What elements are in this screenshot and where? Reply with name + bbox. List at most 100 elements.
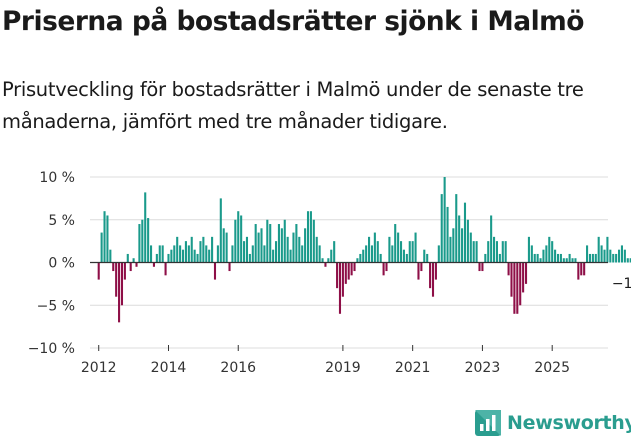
- last-value-label: −1 %: [612, 276, 631, 292]
- chart-title: Priserna på bostadsrätter sjönk i Malmö: [2, 6, 584, 37]
- bar: [510, 262, 513, 297]
- axis: [90, 261, 608, 351]
- y-tick-label: −10 %: [28, 341, 75, 357]
- bar: [152, 262, 155, 267]
- bar: [522, 262, 525, 293]
- bar: [481, 262, 484, 272]
- bar: [341, 262, 344, 297]
- bar: [280, 228, 283, 263]
- bar: [556, 253, 560, 263]
- bar: [254, 224, 257, 263]
- bar: [571, 258, 574, 263]
- bar: [164, 262, 167, 276]
- bar: [353, 262, 356, 272]
- bar: [356, 258, 359, 263]
- bar: [399, 241, 403, 263]
- bar: [545, 245, 548, 263]
- bar: [603, 249, 606, 263]
- bar: [225, 232, 228, 263]
- bar: [530, 245, 533, 263]
- bar: [315, 236, 318, 263]
- bar: [612, 253, 615, 263]
- bar: [304, 228, 307, 263]
- y-tick-label: 5 %: [48, 213, 75, 229]
- bar: [158, 245, 161, 263]
- bar: [123, 262, 126, 280]
- bar: [222, 228, 225, 263]
- bar: [376, 241, 379, 263]
- bar: [501, 241, 504, 263]
- bar: [394, 224, 397, 263]
- bar: [97, 262, 100, 280]
- bar: [487, 241, 490, 263]
- bar: [420, 262, 423, 272]
- brand-name: Newsworthy: [507, 412, 631, 434]
- bar: [365, 245, 368, 263]
- x-tick-label: 2019: [325, 360, 361, 376]
- bar: [600, 245, 603, 263]
- bar: [626, 258, 629, 263]
- bar: [344, 262, 347, 284]
- bar: [405, 253, 408, 263]
- bar: [623, 249, 626, 263]
- bar: [478, 262, 481, 272]
- x-tick-label: 2014: [151, 360, 187, 376]
- bar: [213, 262, 217, 280]
- bar: [260, 228, 263, 263]
- bar: [138, 224, 141, 263]
- bar: [588, 253, 592, 263]
- bar: [103, 211, 106, 263]
- bar: [109, 249, 112, 263]
- bar: [289, 249, 292, 263]
- bars: [97, 177, 631, 323]
- bar: [266, 219, 269, 263]
- bar: [565, 258, 568, 263]
- bar: [120, 262, 124, 306]
- bar: [176, 236, 179, 263]
- bar: [618, 249, 621, 263]
- bar: [594, 253, 597, 263]
- bar: [397, 232, 400, 263]
- bar: [330, 249, 333, 263]
- bar: [187, 245, 190, 263]
- bar: [615, 253, 618, 263]
- bar: [443, 177, 446, 263]
- bar: [411, 241, 414, 263]
- bar: [272, 249, 275, 263]
- bar: [245, 236, 249, 263]
- bar-chart: 10 % 5 % 0 % −5 % −10 % 2012 2014 2016 2019 2021 2…: [28, 170, 631, 376]
- bar: [115, 262, 118, 297]
- bar: [469, 232, 472, 263]
- bar: [513, 262, 516, 314]
- bar: [437, 245, 440, 263]
- bar: [263, 245, 266, 263]
- bar: [199, 241, 202, 263]
- bar: [251, 245, 254, 263]
- tick-labels: 10 % 5 % 0 % −5 % −10 % 2012 2014 2016 2019 2021 2…: [28, 170, 631, 376]
- bar: [580, 262, 583, 276]
- bar: [542, 249, 545, 263]
- bar: [493, 236, 496, 263]
- bar: [490, 215, 493, 263]
- bar: [147, 218, 150, 263]
- bar: [274, 241, 278, 263]
- bar: [583, 262, 586, 276]
- bar: [620, 245, 623, 263]
- bar: [336, 262, 339, 289]
- bar: [568, 253, 571, 263]
- bar: [132, 258, 135, 263]
- bar: [463, 202, 467, 263]
- bar: [173, 245, 176, 263]
- bar: [219, 198, 222, 263]
- bar: [382, 262, 385, 276]
- bar: [527, 236, 530, 263]
- bar: [388, 236, 391, 263]
- bar: [402, 249, 405, 263]
- bar: [385, 262, 388, 272]
- y-tick-label: 0 %: [48, 256, 75, 272]
- bar: [295, 224, 298, 263]
- bar: [591, 253, 594, 263]
- bar: [100, 232, 103, 263]
- bar: [597, 236, 600, 263]
- bar: [507, 262, 510, 276]
